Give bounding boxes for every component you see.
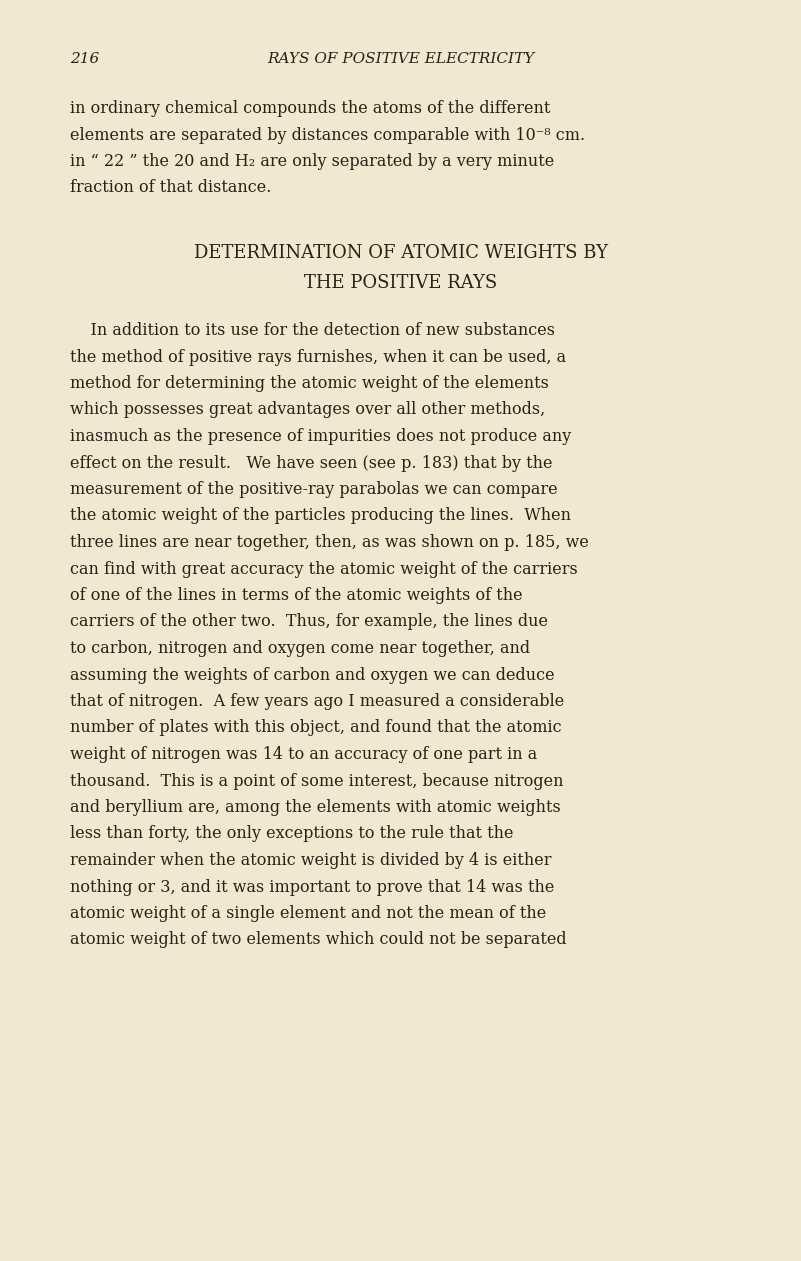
Text: of one of the lines in terms of the atomic weights of the: of one of the lines in terms of the atom… (70, 588, 522, 604)
Text: which possesses great advantages over all other methods,: which possesses great advantages over al… (70, 401, 545, 419)
Text: RAYS OF POSITIVE ELECTRICITY: RAYS OF POSITIVE ELECTRICITY (267, 52, 534, 66)
Text: can find with great accuracy the atomic weight of the carriers: can find with great accuracy the atomic … (70, 560, 578, 578)
Text: In addition to its use for the detection of new substances: In addition to its use for the detection… (70, 322, 555, 339)
Text: three lines are near together, then, as was shown on p. 185, we: three lines are near together, then, as … (70, 533, 589, 551)
Text: atomic weight of two elements which could not be separated: atomic weight of two elements which coul… (70, 932, 566, 948)
Text: in ordinary chemical compounds the atoms of the different: in ordinary chemical compounds the atoms… (70, 100, 550, 117)
Text: number of plates with this object, and found that the atomic: number of plates with this object, and f… (70, 720, 562, 736)
Text: fraction of that distance.: fraction of that distance. (70, 179, 272, 197)
Text: the atomic weight of the particles producing the lines.  When: the atomic weight of the particles produ… (70, 507, 571, 525)
Text: THE POSITIVE RAYS: THE POSITIVE RAYS (304, 274, 497, 293)
Text: 216: 216 (70, 52, 99, 66)
Text: carriers of the other two.  Thus, for example, the lines due: carriers of the other two. Thus, for exa… (70, 614, 548, 630)
Text: elements are separated by distances comparable with 10⁻⁸ cm.: elements are separated by distances comp… (70, 126, 585, 144)
Text: atomic weight of a single element and not the mean of the: atomic weight of a single element and no… (70, 905, 546, 922)
Text: to carbon, nitrogen and oxygen come near together, and: to carbon, nitrogen and oxygen come near… (70, 641, 530, 657)
Text: weight of nitrogen was 14 to an accuracy of one part in a: weight of nitrogen was 14 to an accuracy… (70, 747, 537, 763)
Text: that of nitrogen.  A few years ago I measured a considerable: that of nitrogen. A few years ago I meas… (70, 694, 564, 710)
Text: less than forty, the only exceptions to the rule that the: less than forty, the only exceptions to … (70, 826, 513, 842)
Text: effect on the result.   We have seen (see p. 183) that by the: effect on the result. We have seen (see … (70, 454, 553, 472)
Text: method for determining the atomic weight of the elements: method for determining the atomic weight… (70, 375, 549, 392)
Text: measurement of the positive-ray parabolas we can compare: measurement of the positive-ray parabola… (70, 480, 557, 498)
Text: in “ 22 ” the 20 and H₂ are only separated by a very minute: in “ 22 ” the 20 and H₂ are only separat… (70, 153, 554, 170)
Text: DETERMINATION OF ATOMIC WEIGHTS BY: DETERMINATION OF ATOMIC WEIGHTS BY (194, 243, 607, 262)
Text: and beryllium are, among the elements with atomic weights: and beryllium are, among the elements wi… (70, 799, 561, 816)
Text: the method of positive rays furnishes, when it can be used, a: the method of positive rays furnishes, w… (70, 348, 566, 366)
Text: thousand.  This is a point of some interest, because nitrogen: thousand. This is a point of some intere… (70, 773, 563, 789)
Text: nothing or 3, and it was important to prove that 14 was the: nothing or 3, and it was important to pr… (70, 879, 554, 895)
Text: remainder when the atomic weight is divided by 4 is either: remainder when the atomic weight is divi… (70, 852, 552, 869)
Text: assuming the weights of carbon and oxygen we can deduce: assuming the weights of carbon and oxyge… (70, 667, 554, 683)
Text: inasmuch as the presence of impurities does not produce any: inasmuch as the presence of impurities d… (70, 427, 571, 445)
